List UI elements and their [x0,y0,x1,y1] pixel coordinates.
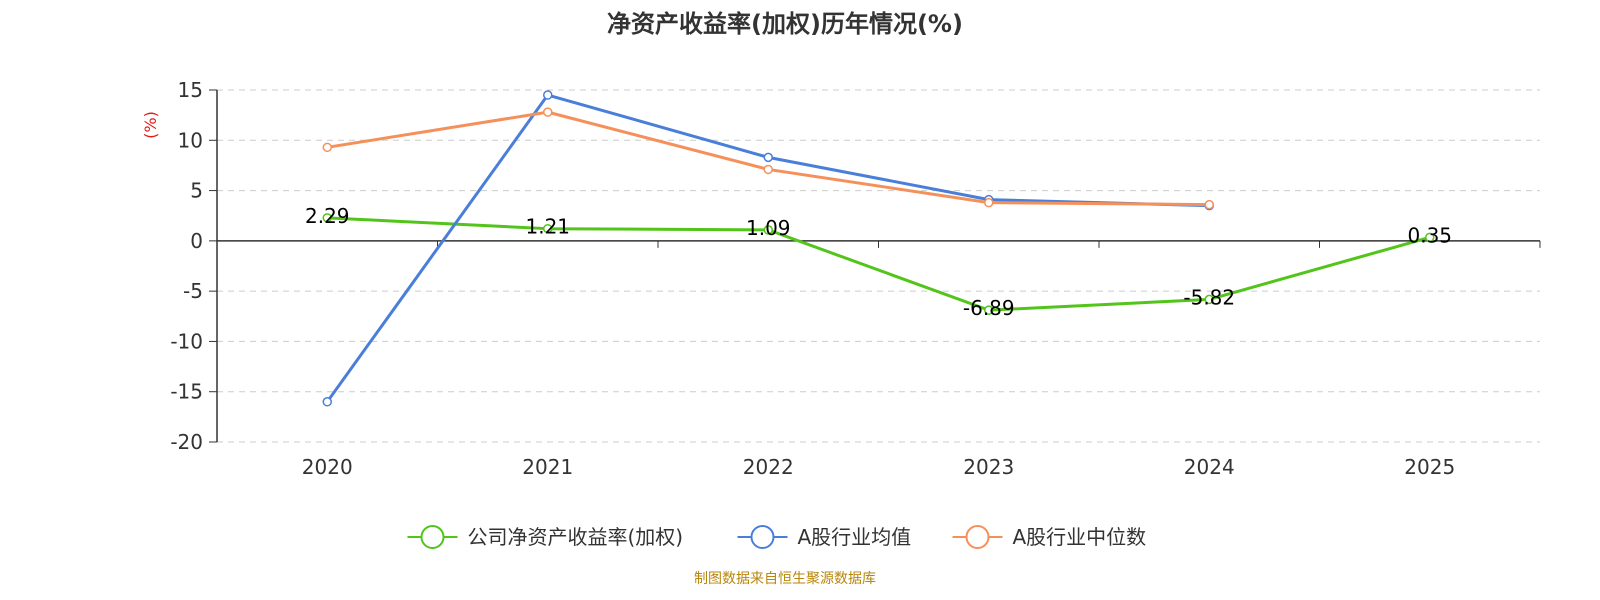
data-point [1425,232,1435,243]
data-label: -5.82 [1183,285,1235,309]
data-point [322,213,332,223]
legend-marker [750,525,775,549]
series-line [327,216,1431,312]
legend-item[interactable]: A股行业中位数 [952,525,1147,549]
legend-marker [965,525,990,549]
legend-item[interactable]: 公司净资产收益率(加权) [407,525,684,549]
y-tick-label: -20 [170,430,203,454]
data-point [763,164,773,175]
source-note: 制图数据来自恒生聚源数据库 [694,571,876,587]
legend-item[interactable]: A股行业均值 [737,525,912,549]
data-point [543,90,553,100]
y-tick-label: -15 [170,380,203,404]
axes: 15 10 5 0 -5 -10 -15 -20 2020 2021 2022 2023 2024 202… [170,78,1541,479]
data-labels: 2.29 1.21 1.09 -6.89 -5.82 0.35 [305,204,1452,320]
x-tick-label: 2021 [522,455,573,479]
data-label: -6.89 [963,296,1015,320]
data-point [984,197,994,208]
series-lines [322,90,1435,407]
series-line [326,93,1210,403]
y-tick-label: 5 [190,179,203,203]
legend-label: A股行业均值 [798,525,912,549]
data-point [763,152,773,163]
data-point [984,305,994,315]
x-tick-label: 2023 [963,455,1014,479]
x-tick-label: 2022 [743,455,794,479]
data-label: 0.35 [1407,223,1452,247]
y-tick-label: 0 [190,229,203,253]
series-2 [322,90,1214,407]
legend-marker [420,525,445,549]
data-point [322,142,332,153]
data-point [543,107,553,117]
data-label: 1.21 [525,215,570,239]
legend[interactable]: 公司净资产收益率(加权) A股行业均值 A股行业中位数 [407,525,1147,549]
data-point [543,223,553,234]
data-label: 2.29 [305,204,350,228]
y-tick-label: -5 [183,279,203,303]
series-3 [322,107,1214,210]
x-tick-label: 2025 [1404,455,1455,479]
data-point [1204,294,1214,305]
y-axis-label: (%) [141,111,160,139]
data-point [763,225,773,235]
y-tick-label: 10 [178,128,203,152]
chart-title: 净资产收益率(加权)历年情况(%) [607,10,963,38]
legend-label: A股行业中位数 [1013,525,1147,549]
x-tick-label: 2024 [1184,455,1235,479]
data-label: 1.09 [746,216,791,240]
legend-label: 公司净资产收益率(加权) [468,525,684,549]
y-tick-label: 15 [178,78,203,102]
series-1 [322,213,1435,315]
y-tick-label: -10 [170,329,203,353]
grid-lines [217,89,1540,443]
x-tick-label: 2020 [302,455,353,479]
data-point [322,397,332,407]
data-point [1204,199,1214,210]
